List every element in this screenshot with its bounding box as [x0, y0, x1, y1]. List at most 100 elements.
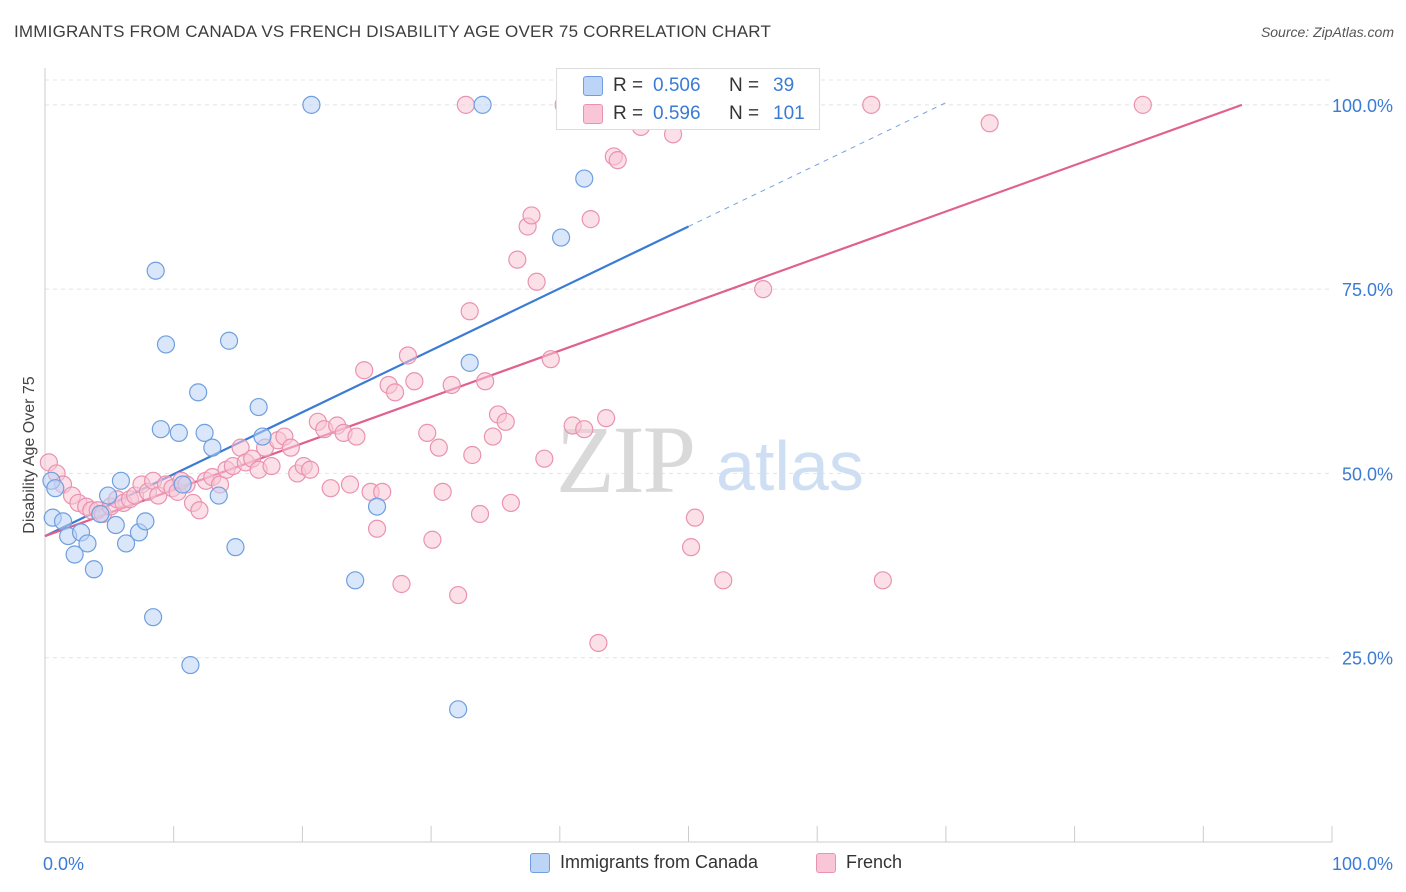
point-french: [685, 508, 705, 527]
canada-swatch: [583, 76, 603, 96]
point-french: [442, 375, 461, 395]
legend-item-canada[interactable]: Immigrants from Canada: [530, 852, 758, 873]
r-label: R =: [613, 75, 644, 96]
y-tick-label: 25.0%: [1342, 649, 1393, 669]
point-canada: [146, 261, 165, 280]
point-french: [862, 95, 881, 114]
point-canada: [226, 538, 245, 557]
point-french: [429, 438, 448, 457]
point-canada: [78, 534, 97, 553]
y-tick-label: 75.0%: [1342, 280, 1393, 300]
point-french: [575, 420, 594, 439]
point-canada: [249, 397, 268, 417]
point-french: [433, 482, 452, 501]
point-french: [347, 427, 366, 446]
point-french: [398, 346, 418, 365]
x-tick-label: 0.0%: [43, 854, 84, 874]
point-french: [980, 114, 999, 133]
point-french: [367, 519, 387, 538]
x-tick-label: 100.0%: [1332, 854, 1393, 874]
point-canada: [460, 353, 479, 372]
point-french: [873, 571, 892, 590]
point-french: [508, 250, 527, 269]
point-french: [496, 412, 515, 431]
point-canada: [151, 420, 170, 439]
point-french: [681, 538, 701, 557]
point-canada: [111, 471, 131, 490]
watermark: ZIP atlas: [556, 406, 864, 513]
point-canada: [253, 427, 272, 446]
legend-label-canada: Immigrants from Canada: [560, 852, 759, 872]
data-points: [39, 95, 1152, 719]
point-french: [754, 280, 773, 299]
source-label: Source: ZipAtlas.com: [1260, 24, 1394, 40]
point-canada: [302, 95, 321, 114]
point-canada: [195, 423, 214, 442]
point-french: [449, 585, 468, 605]
point-canada: [203, 438, 222, 457]
watermark-atlas: atlas: [716, 427, 864, 505]
point-canada: [116, 534, 136, 553]
point-canada: [98, 486, 118, 505]
point-canada: [473, 95, 492, 114]
point-french: [527, 272, 546, 291]
n-value-french: 101: [773, 103, 805, 124]
trend-line-canada-extension: [688, 102, 947, 227]
point-canada: [46, 479, 65, 498]
point-french: [460, 302, 479, 321]
bottom-legend: Immigrants from Canada French: [0, 852, 1406, 878]
r-value-canada: 0.506: [653, 75, 701, 96]
point-canada: [84, 560, 104, 579]
point-canada: [346, 571, 365, 590]
point-french: [418, 423, 437, 442]
point-french: [535, 449, 554, 468]
point-french: [714, 571, 733, 590]
point-canada: [209, 486, 228, 505]
point-canada: [575, 169, 594, 188]
point-french: [355, 361, 374, 380]
legend-swatch-canada: [530, 852, 550, 873]
french-swatch: [583, 104, 603, 124]
point-canada: [144, 608, 163, 627]
point-canada: [173, 475, 192, 494]
point-canada: [367, 497, 387, 516]
y-tick-label: 100.0%: [1332, 96, 1393, 116]
point-canada: [136, 512, 155, 531]
point-canada: [449, 700, 468, 719]
point-french: [385, 383, 405, 402]
point-french: [608, 151, 627, 170]
point-canada: [189, 383, 208, 402]
r-value-french: 0.596: [653, 103, 701, 124]
point-french: [470, 504, 490, 524]
tick-labels: 25.0% 50.0% 75.0% 100.0% 0.0% 100.0%: [43, 96, 1393, 874]
point-french: [463, 445, 482, 465]
point-french: [301, 460, 320, 479]
point-canada: [219, 331, 239, 350]
point-french: [476, 372, 495, 391]
n-label: N =: [729, 75, 760, 96]
point-canada: [181, 655, 200, 675]
point-french: [405, 372, 424, 391]
point-canada: [106, 515, 125, 535]
point-french: [522, 206, 541, 225]
point-canada: [91, 504, 110, 524]
point-french: [1133, 95, 1152, 114]
legend-swatch-french: [816, 852, 836, 873]
point-canada: [551, 228, 571, 247]
point-french: [456, 95, 475, 114]
y-tick-label: 50.0%: [1342, 464, 1393, 484]
point-french: [190, 501, 209, 520]
chart-title: IMMIGRANTS FROM CANADA VS FRENCH DISABIL…: [14, 22, 772, 41]
point-french: [321, 479, 340, 498]
point-french: [281, 438, 300, 457]
y-axis-label: Disability Age Over 75: [21, 376, 38, 534]
point-canada: [65, 545, 84, 564]
legend-item-french[interactable]: French: [816, 852, 902, 873]
stats-legend-box: R = 0.506 N = 39 R = 0.596 N = 101: [556, 68, 820, 130]
n-value-canada: 39: [773, 75, 795, 96]
point-french: [340, 475, 360, 494]
point-french: [581, 210, 600, 229]
n-label: N =: [729, 103, 760, 124]
point-french: [262, 456, 281, 476]
